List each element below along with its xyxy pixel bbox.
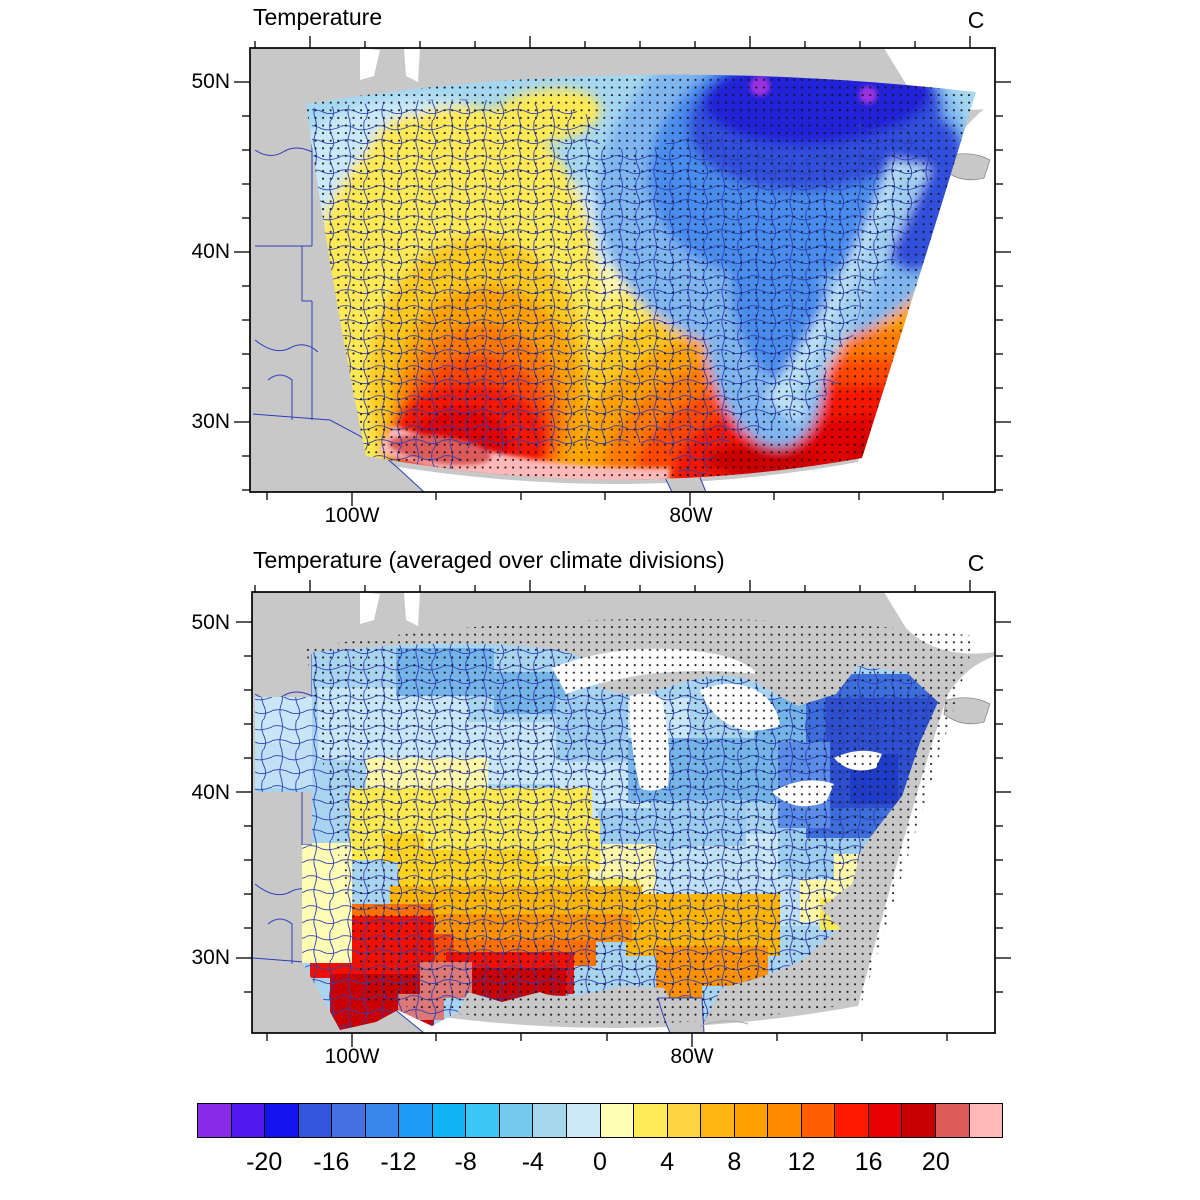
colorbar-tick-label: -20 (246, 1148, 283, 1176)
colorbar-tick-label: 20 (921, 1148, 950, 1176)
panel1-ytick-50n: 50N (191, 70, 230, 93)
colorbar-segment (532, 1104, 567, 1137)
panel2-xtick-100w: 100W (324, 1045, 380, 1068)
panel2-unit-label: C (967, 550, 985, 576)
panel2-ytick-30n: 30N (191, 946, 230, 969)
colorbar-segment (700, 1104, 734, 1137)
panel2-title: Temperature (averaged over climate divis… (253, 547, 725, 573)
colorbar-tick-label: -8 (454, 1148, 477, 1176)
colorbar-tick-label: -4 (521, 1148, 544, 1176)
panel1-ytick-40n: 40N (191, 240, 230, 263)
colorbar-tick-label: 12 (787, 1148, 816, 1176)
colorbar-segment (198, 1104, 231, 1137)
colorbar-segment (364, 1104, 399, 1137)
colorbar-segment (264, 1104, 298, 1137)
colorbar (197, 1103, 1003, 1138)
colorbar-segment (599, 1104, 634, 1137)
panel1-xtick-100w: 100W (324, 504, 380, 527)
colorbar-segment (566, 1104, 600, 1137)
colorbar-segment (633, 1104, 667, 1137)
colorbar-segment (733, 1104, 768, 1137)
cuba-outline (699, 1020, 749, 1027)
panel1-ytick-30n: 30N (191, 410, 230, 433)
panel2-xtick-80w: 80W (670, 1045, 714, 1068)
panel1-unit-label: C (967, 7, 985, 33)
colorbar-segment (297, 1104, 332, 1137)
colorbar-tick-label: 8 (727, 1148, 742, 1176)
panel2-ticks (236, 580, 1011, 1047)
colorbar-segment (331, 1104, 365, 1137)
panel2-ytick-40n: 40N (191, 781, 230, 804)
colorbar-segment (398, 1104, 432, 1137)
colorbar-segment (498, 1104, 533, 1137)
panel2-ytick-50n: 50N (191, 611, 230, 634)
colorbar-tick-label: 0 (593, 1148, 607, 1176)
colorbar-segment (431, 1104, 466, 1137)
colorbar-segment (867, 1104, 902, 1137)
stipple-overlay (306, 618, 976, 1024)
colorbar-segment (800, 1104, 835, 1137)
colorbar-segment (666, 1104, 701, 1137)
colorbar-labels: -20 -16 -12 -8 -4 0 4 8 12 16 20 (197, 1147, 1003, 1179)
panel1-ticks (234, 36, 1011, 506)
stipple-overlay (306, 74, 976, 480)
colorbar-segment (968, 1104, 1003, 1137)
panel2-map (236, 580, 1011, 1047)
panel1-frame (249, 47, 996, 493)
colorbar-tick-label: -16 (313, 1148, 350, 1176)
panel1-map (234, 36, 1011, 506)
colorbar-segment (465, 1104, 499, 1137)
panel2-frame (251, 591, 996, 1034)
colorbar-segment (901, 1104, 936, 1137)
panel1-title: Temperature (253, 4, 383, 30)
colorbar-segment (834, 1104, 868, 1137)
colorbar-segment (935, 1104, 969, 1137)
colorbar-tick-label: 16 (854, 1148, 883, 1176)
colorbar-segment (230, 1104, 265, 1137)
colorbar-segment (767, 1104, 801, 1137)
panel1-xtick-80w: 80W (669, 504, 713, 527)
colorbar-tick-label: 4 (660, 1148, 675, 1176)
colorbar-tick-label: -12 (380, 1148, 417, 1176)
